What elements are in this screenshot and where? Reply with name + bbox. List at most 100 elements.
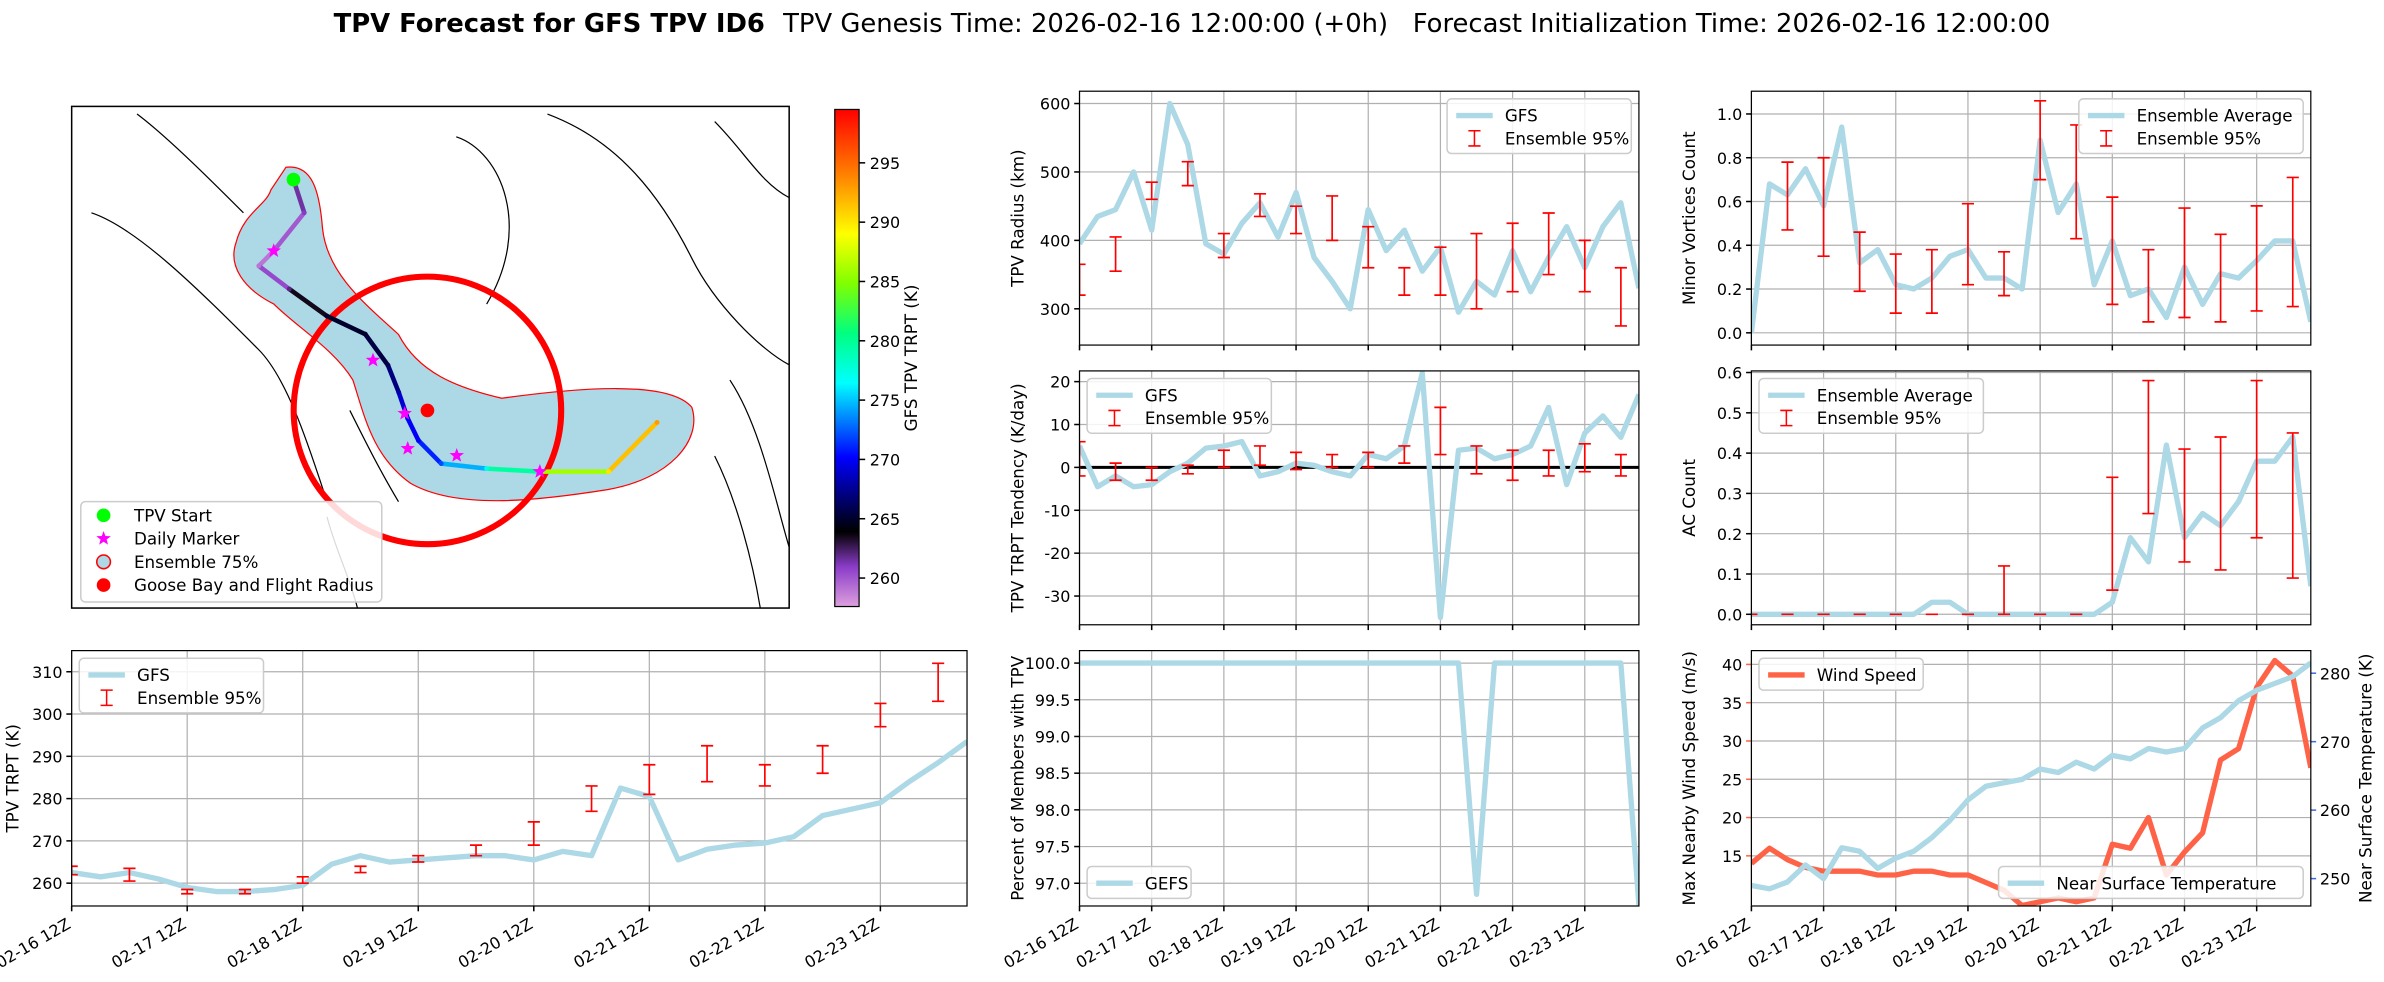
daily-marker	[449, 447, 465, 462]
legend-icon	[96, 508, 111, 523]
y-tick-label: 500	[1040, 163, 1070, 182]
track-segment	[606, 420, 660, 474]
legend-box	[1086, 865, 1192, 900]
daily-marker	[532, 463, 548, 478]
error-bar	[758, 763, 771, 787]
error-bar	[1542, 212, 1555, 276]
error-bar	[1326, 195, 1339, 242]
y-tick-label: 15	[1722, 847, 1742, 866]
error-bar	[1217, 449, 1230, 469]
x-tick-label: 02-20 12Z	[1289, 914, 1370, 972]
error-bar	[1398, 445, 1411, 464]
error-bar	[2250, 205, 2263, 312]
track-segment	[271, 210, 307, 254]
legend-box	[78, 657, 265, 714]
y-axis-label: TPV TRPT (K)	[2, 724, 22, 834]
y2-tick-label: 280	[2320, 664, 2350, 683]
error-bar	[1997, 251, 2011, 297]
y-tick-label: 300	[1040, 300, 1070, 319]
error-bar	[2286, 176, 2299, 308]
legend-icon	[2100, 129, 2113, 147]
y-tick-label: 0	[1060, 458, 1070, 477]
error-bar	[585, 785, 598, 813]
y-tick-label: 0.0	[1717, 324, 1742, 343]
colorbar	[834, 108, 860, 608]
tpv-start	[286, 172, 301, 187]
legend-box	[1086, 377, 1273, 434]
ensemble-area	[233, 166, 695, 502]
colorbar-tick-label: 270	[870, 451, 900, 470]
y-tick-label: 97.0	[1035, 874, 1071, 893]
error-bar	[123, 867, 136, 882]
error-bar	[1362, 225, 1375, 269]
colorbar-tick-label: 260	[870, 569, 900, 588]
y-axis-label: TPV Radius (km)	[1007, 149, 1027, 287]
track-point	[301, 210, 307, 216]
error-bar	[2142, 248, 2155, 323]
x-tick-label: 02-23 12Z	[2178, 914, 2259, 972]
error-bar	[296, 875, 309, 884]
track-segment	[287, 286, 330, 319]
y2-tick-label: 250	[2320, 870, 2350, 889]
figure-title: TPV Forecast for GFS TPV ID6 TPV Genesis …	[334, 9, 2051, 39]
x-tick-label: 02-16 12Z	[1672, 914, 1753, 972]
error-bar	[1253, 445, 1267, 467]
legend-icon	[1468, 129, 1481, 147]
x-tick-label: 02-21 12Z	[570, 914, 651, 972]
y-tick-label: 100.0	[1025, 654, 1071, 673]
track-segment	[438, 461, 489, 471]
flight-radius	[290, 273, 565, 548]
error-bar	[1079, 263, 1086, 296]
y-tick-label: 280	[32, 790, 62, 809]
error-bar	[71, 865, 78, 876]
y-tick-label: 20	[1722, 809, 1742, 828]
y-tick-label: 97.5	[1035, 838, 1071, 857]
y-tick-label: 0.8	[1717, 149, 1742, 168]
error-bar	[1109, 236, 1122, 273]
track-point	[484, 466, 490, 472]
legend-box	[1758, 377, 1985, 434]
y-tick-label: 0.4	[1717, 444, 1742, 463]
legend-label: Goose Bay and Flight Radius	[134, 575, 373, 595]
y2-tick-label: 260	[2320, 801, 2350, 820]
colorbar-tick-label: 295	[870, 154, 900, 173]
y-tick-label: 99.5	[1035, 691, 1071, 710]
track-point	[256, 263, 262, 269]
track-point	[286, 286, 292, 292]
x-tick-label: 02-21 12Z	[1361, 914, 1442, 972]
legend-label: TPV Start	[133, 505, 212, 525]
track-segment	[256, 263, 292, 292]
error-bar	[1289, 451, 1303, 471]
error-bar	[1289, 205, 1303, 235]
daily-marker	[397, 405, 412, 420]
legend-label: GEFS	[1145, 873, 1188, 893]
error-bar	[1326, 453, 1339, 469]
x-tick-label: 02-19 12Z	[1889, 914, 1970, 972]
plot-area	[1751, 100, 2311, 334]
error-bar	[238, 888, 252, 895]
y-axis-label: Minor Vortices Count	[1679, 131, 1699, 305]
legend-label: Ensemble Average	[2137, 106, 2293, 126]
y-tick-label: 270	[32, 832, 62, 851]
y-tick-label: 600	[1040, 95, 1070, 114]
track-segment	[362, 331, 391, 368]
error-bar	[1817, 156, 1830, 258]
x-tick-label: 02-23 12Z	[1506, 914, 1587, 972]
axes-frame	[1750, 90, 2312, 346]
legend-label: Daily Marker	[134, 529, 240, 549]
error-bar	[1470, 445, 1483, 475]
legend-label: Near Surface Temperature	[2056, 873, 2276, 893]
error-bar	[1181, 464, 1194, 475]
legend-label: Ensemble 95%	[1817, 408, 1941, 428]
error-bar	[2286, 432, 2299, 579]
track-segment	[324, 313, 368, 337]
axes-frame	[1078, 650, 1640, 907]
track-segment	[405, 416, 421, 443]
x-tick-label: 02-18 12Z	[1145, 914, 1226, 972]
x-tick-label: 02-22 12Z	[686, 914, 767, 972]
y2-tick-label: 270	[2320, 733, 2350, 752]
y-tick-label: 300	[32, 705, 62, 724]
plot-area	[71, 662, 968, 895]
error-bar	[412, 854, 425, 863]
error-bar	[1614, 266, 1627, 327]
